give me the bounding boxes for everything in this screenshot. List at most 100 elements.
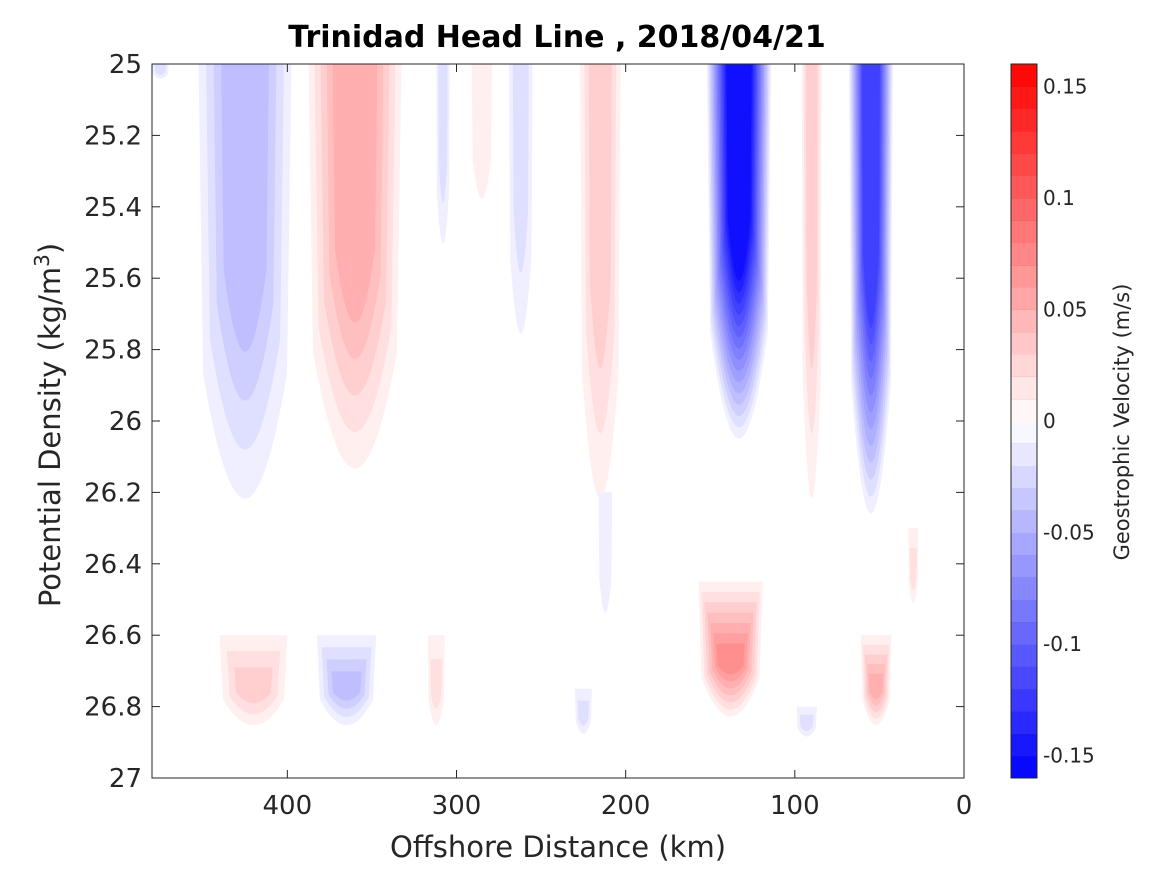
y-axis-label-main: Potential Density (kg/m xyxy=(33,267,67,607)
colorbar-tick-label: 0.15 xyxy=(1043,74,1088,98)
contour-band xyxy=(221,64,269,352)
colorbar-level xyxy=(1011,220,1037,243)
velocity-feature xyxy=(574,688,592,734)
colorbar-level xyxy=(1011,242,1037,266)
y-axis-label-close: ) xyxy=(33,243,67,254)
contour-band xyxy=(716,643,745,675)
colorbar-tick-label: -0.1 xyxy=(1043,632,1082,656)
y-tick-label: 25.4 xyxy=(84,193,142,223)
contour-band xyxy=(438,64,448,203)
velocity-feature xyxy=(698,581,763,717)
velocity-field xyxy=(152,64,919,737)
colorbar-tick-label: -0.15 xyxy=(1043,744,1095,768)
y-tick-label: 25 xyxy=(109,50,142,80)
contour-band xyxy=(588,64,612,369)
y-tick-label: 26.2 xyxy=(84,478,142,508)
x-tick-label: 0 xyxy=(956,791,973,821)
chart-title: Trinidad Head Line , 2018/04/21 xyxy=(288,20,825,55)
colorbar-level xyxy=(1011,331,1037,355)
contour-band xyxy=(154,64,167,76)
colorbar-level xyxy=(1011,175,1037,199)
colorbar xyxy=(1010,63,1038,779)
y-tick-label: 25.2 xyxy=(84,121,142,151)
colorbar-level xyxy=(1011,755,1037,779)
velocity-feature xyxy=(436,64,450,244)
contour-band xyxy=(868,673,884,699)
y-axis: 25 25.2 25.4 25.6 25.8 26 26.2 26.4 26.6 26.8 27 xyxy=(84,50,964,794)
colorbar-level xyxy=(1011,554,1037,578)
contour-band xyxy=(726,64,752,282)
colorbar-level xyxy=(1011,443,1037,467)
y-tick-label: 26.6 xyxy=(84,621,142,651)
contour-band xyxy=(331,671,362,701)
colorbar-tick-label: 0.05 xyxy=(1043,297,1088,321)
colorbar-level xyxy=(1011,398,1037,422)
y-tick-label: 25.8 xyxy=(84,336,142,366)
contour-band xyxy=(471,64,493,199)
colorbar-level xyxy=(1011,108,1037,132)
velocity-feature xyxy=(908,528,919,604)
velocity-feature xyxy=(580,64,621,499)
x-tick-label: 300 xyxy=(432,791,482,821)
velocity-feature xyxy=(316,635,377,726)
velocity-feature xyxy=(471,64,493,199)
y-tick-label: 27 xyxy=(109,764,142,794)
velocity-feature xyxy=(860,635,892,726)
colorbar-level xyxy=(1011,599,1037,623)
colorbar-level xyxy=(1011,644,1037,667)
velocity-feature xyxy=(598,492,613,613)
contour-band xyxy=(234,667,273,704)
colorbar-level xyxy=(1011,510,1037,534)
contour-band xyxy=(598,492,613,613)
colorbar-level xyxy=(1011,577,1037,600)
colorbar-tick-label: 0.1 xyxy=(1043,186,1075,210)
colorbar-level xyxy=(1011,354,1037,377)
colorbar-level xyxy=(1011,264,1037,288)
colorbar-level xyxy=(1011,130,1037,154)
colorbar-level xyxy=(1011,621,1037,645)
contour-band xyxy=(806,64,818,369)
contour-band xyxy=(799,714,814,732)
x-tick-label: 400 xyxy=(263,791,313,821)
contour-band xyxy=(577,700,590,726)
y-axis-label: Potential Density (kg/m3) xyxy=(30,243,67,607)
colorbar-level xyxy=(1011,532,1037,556)
colorbar-level xyxy=(1011,465,1037,489)
x-axis-label: Offshore Distance (km) xyxy=(390,830,726,864)
contour-band xyxy=(430,659,442,709)
x-axis: 400 300 200 100 0 xyxy=(263,64,973,821)
colorbar-tick-label: 0 xyxy=(1043,409,1056,433)
colorbar-level xyxy=(1011,309,1037,333)
colorbar-level xyxy=(1011,711,1037,734)
colorbar-ticks: 0.15 0.1 0.05 0 -0.05 -0.1 -0.15 xyxy=(1043,74,1095,767)
colorbar-level xyxy=(1011,287,1037,310)
colorbar-level xyxy=(1011,197,1037,221)
velocity-feature xyxy=(801,64,822,499)
colorbar-frame xyxy=(1010,63,1038,779)
y-tick-label: 26.8 xyxy=(84,693,142,723)
velocity-feature xyxy=(219,635,288,726)
colorbar-level xyxy=(1011,153,1037,177)
velocity-feature xyxy=(198,64,292,499)
y-axis-label-superscript: 3 xyxy=(30,254,54,267)
velocity-feature xyxy=(427,635,445,726)
velocity-feature xyxy=(152,64,169,79)
x-tick-label: 100 xyxy=(770,791,820,821)
velocity-feature xyxy=(308,64,402,469)
contour-band xyxy=(512,64,529,273)
y-tick-label: 26.4 xyxy=(84,550,142,580)
y-tick-label: 26 xyxy=(109,407,142,437)
colorbar-tick-label: -0.05 xyxy=(1043,521,1095,545)
colorbar-level xyxy=(1011,666,1037,690)
colorbar-level xyxy=(1011,421,1037,444)
contour-band xyxy=(909,548,917,590)
colorbar-level xyxy=(1011,86,1037,110)
colorbar-level xyxy=(1011,688,1037,712)
colorbar-level xyxy=(1011,64,1037,87)
velocity-feature xyxy=(508,64,533,334)
contour-band xyxy=(332,64,378,323)
velocity-feature xyxy=(706,64,772,439)
y-tick-label: 25.6 xyxy=(84,264,142,294)
velocity-feature xyxy=(848,64,893,514)
colorbar-level xyxy=(1011,376,1037,400)
